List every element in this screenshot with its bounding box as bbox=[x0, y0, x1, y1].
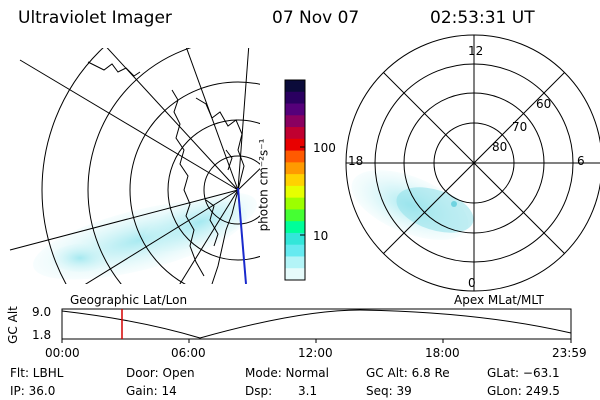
lat-label-60: 60 bbox=[536, 97, 552, 111]
colorbar-segment bbox=[285, 185, 305, 199]
info-mode: Mode: Normal bbox=[245, 366, 329, 380]
coastlines bbox=[87, 61, 245, 284]
info-dsp-value: 3.1 bbox=[298, 384, 318, 398]
geo-map-label: Geographic Lat/Lon bbox=[70, 293, 188, 307]
mlt-label-12: 12 bbox=[468, 44, 484, 58]
info-glat: GLat: −63.1 bbox=[487, 366, 560, 380]
colorbar-segment bbox=[285, 162, 305, 175]
altitude-xtick-0000: 00:00 bbox=[45, 346, 80, 360]
polar-plot bbox=[345, 34, 600, 292]
colorbar-segment bbox=[285, 197, 305, 210]
colorbar-segment bbox=[285, 80, 305, 93]
polar-plot-label: Apex MLat/MLT bbox=[454, 293, 544, 307]
info-glon: GLon: 249.5 bbox=[487, 384, 560, 398]
lat-label-70: 70 bbox=[512, 120, 528, 134]
colorbar-segment bbox=[285, 127, 305, 140]
subpoint-track bbox=[237, 187, 247, 284]
info-gc-alt: GC Alt: 6.8 Re bbox=[366, 366, 450, 380]
colorbar-tick-10: 10 bbox=[313, 229, 329, 243]
colorbar-segment bbox=[285, 138, 305, 152]
altitude-xtick-1800: 18:00 bbox=[425, 346, 460, 360]
colorbar-segment bbox=[285, 232, 305, 246]
colorbar bbox=[284, 79, 306, 281]
altitude-ylabel: GC Alt bbox=[5, 306, 20, 344]
info-gain: Gain: 14 bbox=[126, 384, 177, 398]
altitude-plot bbox=[61, 308, 572, 343]
colorbar-unit-label: photon cm⁻²s⁻¹ bbox=[256, 138, 271, 232]
app-title: Ultraviolet Imager bbox=[18, 8, 172, 28]
colorbar-segment bbox=[285, 244, 305, 257]
info-ip: IP: 36.0 bbox=[10, 384, 56, 398]
lat-label-80: 80 bbox=[492, 140, 508, 154]
geo-aurora-glow bbox=[33, 192, 257, 280]
colorbar-segment bbox=[285, 256, 305, 269]
altitude-xtick-1200: 12:00 bbox=[298, 346, 333, 360]
time-label: 02:53:31 UT bbox=[430, 8, 535, 28]
info-door: Door: Open bbox=[126, 366, 195, 380]
colorbar-segment bbox=[285, 150, 305, 163]
info-seq: Seq: 39 bbox=[366, 384, 412, 398]
altitude-ytick-1-8: 1.8 bbox=[32, 328, 52, 342]
mlt-label-18: 18 bbox=[348, 154, 364, 168]
colorbar-tick-100: 100 bbox=[313, 141, 336, 155]
colorbar-segment bbox=[285, 115, 305, 128]
colorbar-segment bbox=[285, 174, 305, 187]
info-filter: Flt: LBHL bbox=[10, 366, 64, 380]
colorbar-segment bbox=[285, 268, 305, 281]
info-dsp-label: Dsp: bbox=[245, 384, 273, 398]
colorbar-segment bbox=[285, 91, 305, 105]
altitude-ytick-9: 9.0 bbox=[32, 305, 52, 319]
colorbar-segment bbox=[285, 103, 305, 116]
colorbar-segment bbox=[285, 209, 305, 222]
mlt-label-0: 0 bbox=[468, 276, 476, 290]
colorbar-segment bbox=[285, 221, 305, 234]
mlt-label-6: 6 bbox=[577, 154, 585, 168]
date-label: 07 Nov 07 bbox=[272, 8, 360, 28]
altitude-xtick-2359: 23:59 bbox=[552, 346, 587, 360]
altitude-xtick-0600: 06:00 bbox=[171, 346, 206, 360]
geographic-map bbox=[9, 48, 260, 284]
geo-grid bbox=[9, 48, 260, 284]
